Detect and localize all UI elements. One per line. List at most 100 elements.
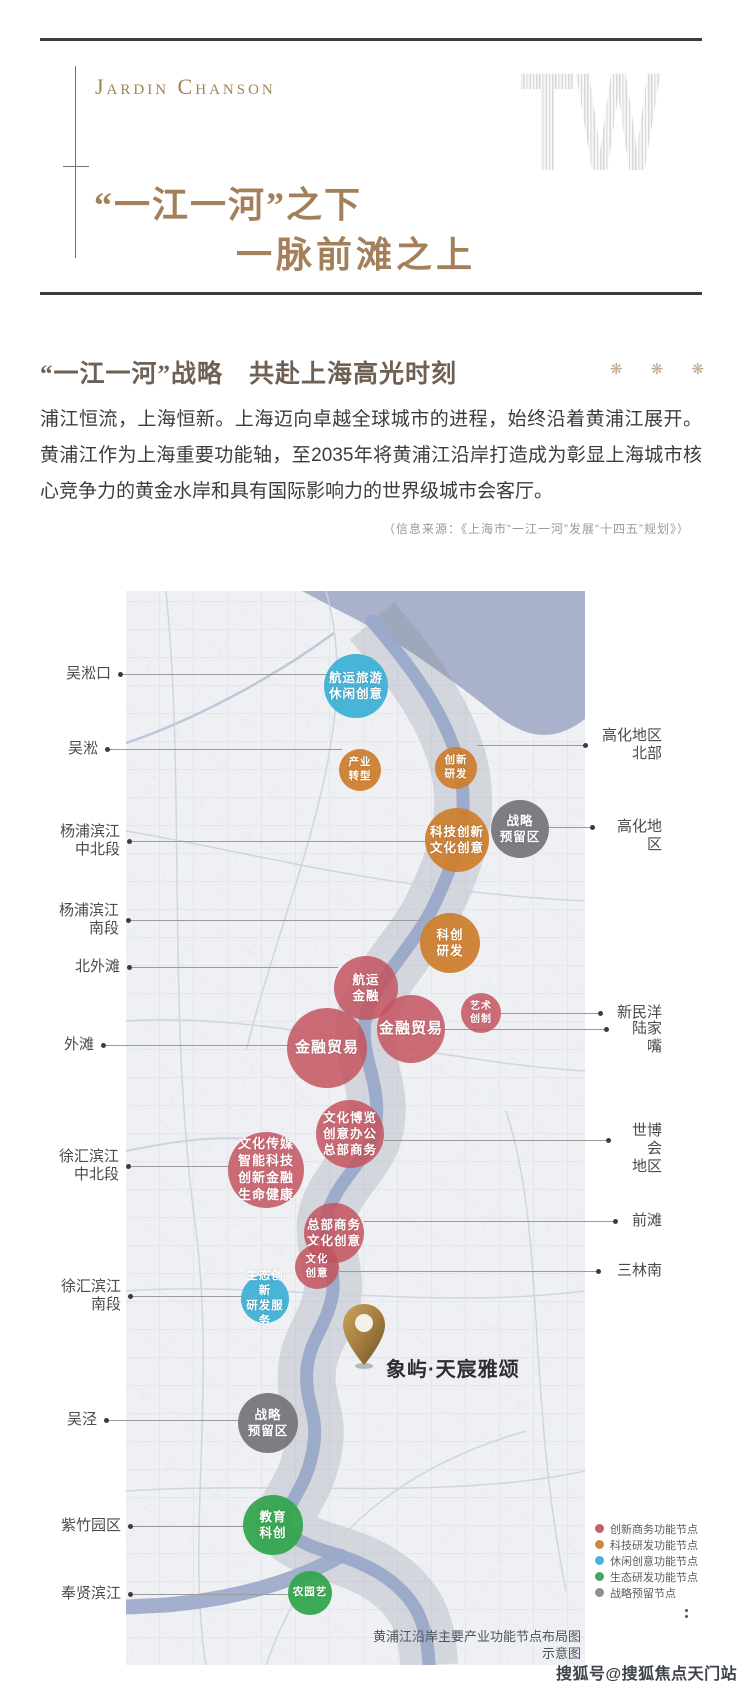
leader-line: [120, 673, 330, 675]
leader-dot: [597, 1010, 603, 1016]
header-vertical-line: [75, 66, 76, 258]
body-paragraph: 浦江恒流，上海恒新。上海迈向卓越全球城市的进程，始终沿着黄浦江展开。黄浦江作为上…: [40, 409, 702, 502]
sohu-watermark: 搜狐号@搜狐焦点天门站: [556, 1666, 738, 1683]
map-node-文化博览创意办公总部商务: 文化博览 创意办公 总部商务: [316, 1100, 384, 1168]
map-area-label-前滩: 前滩: [631, 1212, 662, 1229]
map-area-label-陆家嘴: 陆家嘴: [631, 1020, 662, 1055]
map-area-label-杨浦滨江中北段: 杨浦滨江 中北段: [59, 823, 120, 858]
leader-line: [130, 1525, 245, 1527]
map-area-label-徐汇滨江中北段: 徐汇滨江 中北段: [58, 1148, 119, 1183]
map-node-生态创新研发服务: 生态创新 研发服务: [241, 1270, 289, 1327]
map-node-科创研发: 科创 研发: [420, 913, 480, 973]
leader-dot: [125, 917, 131, 923]
leader-line: [130, 1593, 290, 1595]
estuary-water: [276, 591, 585, 735]
project-name-label: 象屿·天宸雅颂: [386, 1359, 520, 1381]
map-area-label-外滩: 外滩: [63, 1036, 94, 1053]
leader-dot: [103, 1417, 109, 1423]
header-tick: [63, 166, 89, 167]
legend-label: 科技研发功能节点: [610, 1539, 698, 1552]
leader-dot: [603, 1026, 609, 1032]
legend-dot-icon: [595, 1540, 604, 1549]
leader-dot: [127, 1293, 133, 1299]
page-indicator-dots: [685, 1606, 688, 1621]
map-node-航运旅游休闲创意: 航运旅游 休闲创意: [324, 654, 388, 718]
leader-dot: [589, 824, 595, 830]
leader-dot: [582, 742, 588, 748]
leader-dot: [104, 746, 110, 752]
map-node-农园艺: 农园艺: [288, 1571, 332, 1615]
map-area-label-三林南: 三林南: [616, 1262, 662, 1279]
map-area-label-吴淞口: 吴淞口: [65, 665, 111, 682]
leader-line: [107, 748, 342, 750]
map-area-label-奉贤滨江: 奉贤滨江: [60, 1585, 121, 1602]
map-node-战略预留区: 战略 预留区: [491, 800, 549, 858]
map-node-文化传媒智能科技创新金融生命健康: 文化传媒 智能科技 创新金融 生命健康: [228, 1132, 304, 1208]
legend-dot-icon: [595, 1556, 604, 1565]
map-node-产业转型: 产业 转型: [339, 749, 381, 791]
map-area-label-杨浦滨江南段: 杨浦滨江 南段: [58, 902, 119, 937]
map-area-label-北外滩: 北外滩: [74, 958, 120, 975]
map-area-label-新民洋: 新民洋: [616, 1004, 662, 1021]
leader-line: [445, 1028, 606, 1030]
section-number-word: TWO: [520, 43, 733, 200]
source-note: （信息来源：《上海市“一江一河”发展“十四五”规划》）: [383, 522, 690, 536]
legend-dot-icon: [595, 1588, 604, 1597]
map-node-文化创意: 文化 创意: [295, 1245, 339, 1289]
legend-item: 生态研发功能节点: [595, 1569, 698, 1584]
legend-label: 创新商务功能节点: [610, 1523, 698, 1536]
legend-label: 生态研发功能节点: [610, 1571, 698, 1584]
leader-dot: [612, 1218, 618, 1224]
brand-name: Jardin Chanson: [95, 74, 276, 99]
section-heading: “一江一河”战略 共赴上海高光时刻: [40, 361, 458, 388]
map-node-创新研发: 创新 研发: [435, 747, 477, 789]
map-legend: 创新商务功能节点 科技研发功能节点 休闲创意功能节点 生态研发功能节点 战略预留节点: [595, 1521, 698, 1601]
legend-item: 科技研发功能节点: [595, 1537, 698, 1552]
leader-line: [129, 840, 428, 842]
page-title-line1: “一江一河”之下: [94, 185, 363, 225]
map-caption: 黄浦江沿岸主要产业功能节点布局图 示意图: [372, 1629, 581, 1661]
leader-line: [384, 1139, 608, 1141]
leader-dot: [126, 964, 132, 970]
map-area-label-世博会地区: 世博会 地区: [631, 1122, 662, 1175]
map-canvas: 航运旅游 休闲创意 产业 转型 创新 研发 科技创新 文化创意 战略 预留区 科创 研发 航运 金融 艺术创…: [126, 591, 585, 1665]
map-area-label-徐汇滨江南段: 徐汇滨江 南段: [60, 1278, 121, 1313]
leader-dot: [127, 1523, 133, 1529]
legend-item: 休闲创意功能节点: [595, 1553, 698, 1568]
leader-line: [364, 1220, 615, 1222]
leader-line: [549, 826, 592, 828]
map-area-label-高化地区: 高化地区: [616, 818, 662, 853]
map-node-金融贸易: 金融贸易: [287, 1008, 367, 1088]
project-pin-icon: [343, 1304, 385, 1369]
map-node-教育科创: 教育 科创: [243, 1495, 303, 1555]
legend-label: 休闲创意功能节点: [610, 1555, 698, 1568]
leader-line: [128, 919, 422, 921]
map-area-label-吴泾: 吴泾: [66, 1411, 97, 1428]
leader-dot: [100, 1042, 106, 1048]
map-node-科技创新文化创意: 科技创新 文化创意: [425, 808, 489, 872]
page-title-line2: 一脉前滩之上: [236, 235, 477, 275]
ornament-icons: ❋ ❋ ❋: [610, 361, 717, 378]
leader-dot: [595, 1268, 601, 1274]
legend-label: 战略预留节点: [610, 1587, 676, 1600]
leader-line: [106, 1419, 240, 1421]
legend-dot-icon: [595, 1572, 604, 1581]
legend-item: 战略预留节点: [595, 1585, 698, 1600]
leader-dot: [117, 671, 123, 677]
leader-line: [477, 744, 585, 746]
map-area-label-高化地区北部: 高化地区 北部: [601, 727, 662, 762]
leader-line: [103, 1044, 290, 1046]
leader-line: [339, 1270, 598, 1272]
river-west-branch: [126, 1548, 348, 1615]
leader-line: [501, 1012, 600, 1014]
leader-line: [129, 966, 338, 968]
leader-line: [130, 1295, 242, 1297]
top-divider: [40, 38, 702, 41]
leader-dot: [127, 1591, 133, 1597]
map-area-label-吴淞: 吴淞: [67, 740, 98, 757]
leader-line: [128, 1165, 230, 1167]
leader-dot: [125, 1163, 131, 1169]
map-node-战略预留区: 战略 预留区: [238, 1393, 298, 1453]
legend-item: 创新商务功能节点: [595, 1521, 698, 1536]
